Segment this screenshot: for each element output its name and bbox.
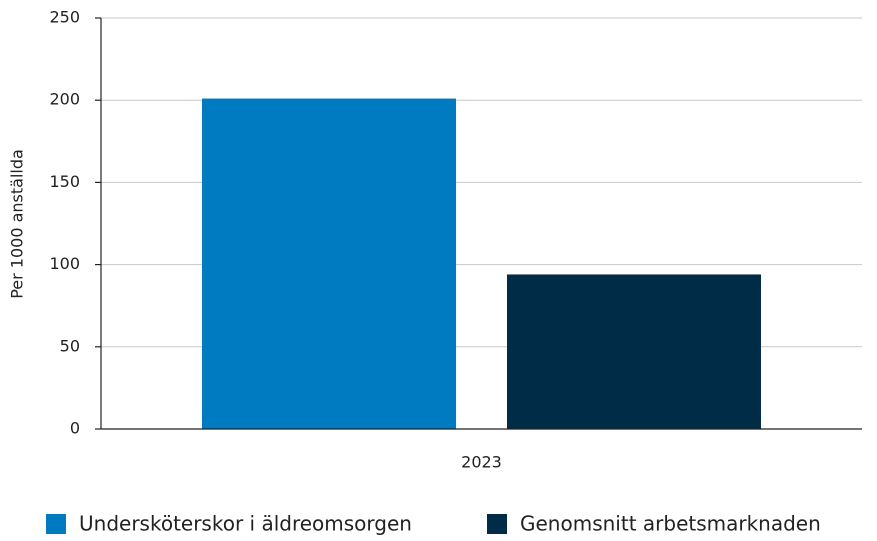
y-axis-label: Per 1000 anställda: [8, 149, 27, 299]
y-tick-label: 100: [49, 254, 80, 273]
legend-label: Undersköterskor i äldreomsorgen: [79, 512, 412, 536]
bar: [507, 274, 761, 429]
legend-label: Genomsnitt arbetsmarknaden: [520, 512, 821, 536]
y-tick-label: 50: [60, 336, 80, 355]
y-tick-label: 250: [49, 8, 80, 27]
y-tick-label: 200: [49, 90, 80, 109]
bar: [202, 98, 456, 429]
legend-swatch: [46, 514, 66, 534]
x-tick-label: 2023: [461, 453, 502, 472]
y-tick-label: 0: [70, 419, 80, 438]
legend-swatch: [487, 514, 507, 534]
y-tick-label: 150: [49, 172, 80, 191]
